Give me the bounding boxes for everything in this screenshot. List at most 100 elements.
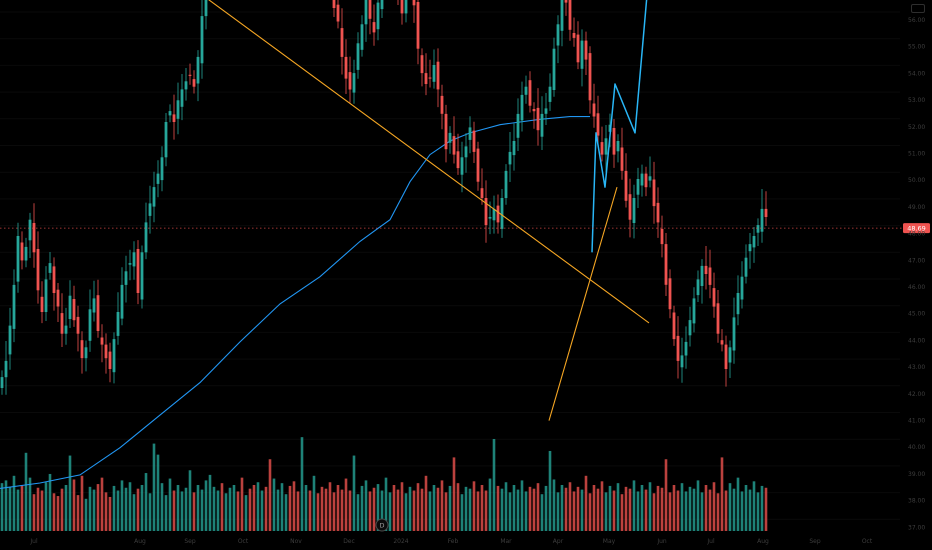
volume-bar	[608, 485, 612, 531]
volume-bar	[32, 494, 36, 531]
volume-bar	[224, 493, 228, 531]
event-marker[interactable]: D	[375, 518, 389, 532]
volume-bar	[656, 485, 660, 531]
settings-icon[interactable]	[911, 4, 925, 13]
price-axis-label: 45.00	[908, 311, 925, 318]
candle	[368, 0, 372, 35]
volume-bar	[684, 491, 688, 531]
candle	[544, 93, 548, 125]
candle	[580, 29, 584, 87]
candle	[600, 126, 604, 162]
candle-body	[508, 151, 512, 165]
candle-body	[96, 295, 100, 331]
candle-body	[12, 284, 16, 329]
volume-bar	[284, 494, 288, 531]
candle	[344, 39, 348, 94]
candle	[624, 153, 628, 208]
candle-body	[372, 22, 376, 33]
candle	[20, 231, 24, 270]
candle-body	[48, 263, 52, 273]
candle	[612, 119, 616, 168]
candle-body	[92, 298, 96, 313]
volume-bar	[548, 450, 552, 531]
volume-bar	[144, 473, 148, 531]
price-axis[interactable]: 56.00 55.00 54.00 53.00 52.00 51.00 50.00 49.00…	[908, 17, 925, 531]
volume-bar	[588, 493, 592, 531]
candle-body	[700, 265, 704, 286]
candle-body	[4, 360, 8, 378]
volume-bar	[740, 491, 744, 531]
chart-grid	[0, 11, 900, 520]
volume-bar	[736, 477, 740, 531]
volume-bar	[716, 493, 720, 531]
volume-bar	[308, 490, 312, 531]
candle-body	[184, 81, 188, 90]
volume-bar	[572, 491, 576, 531]
volume-bar	[672, 485, 676, 531]
candle	[640, 164, 644, 197]
candle-body	[176, 100, 180, 119]
candle-body	[480, 188, 484, 198]
candle-body	[616, 141, 620, 152]
volume-bar	[644, 489, 648, 531]
candle-body	[592, 103, 596, 117]
candle	[664, 233, 668, 296]
candle	[428, 59, 432, 88]
volume-bar	[240, 477, 244, 531]
volume-bar	[92, 489, 96, 531]
candle-body	[760, 208, 764, 232]
candle	[4, 341, 8, 395]
candle	[468, 116, 472, 154]
candle	[552, 37, 556, 97]
volume-bar	[660, 487, 664, 531]
candle-body	[476, 148, 480, 182]
candle	[188, 63, 192, 85]
candle	[40, 281, 44, 324]
candle-body	[708, 267, 712, 285]
price-axis-label: 44.00	[908, 337, 925, 344]
candle-body	[404, 0, 408, 14]
candle-body	[464, 146, 468, 158]
candle-body	[68, 295, 72, 319]
candle	[24, 237, 28, 268]
volume-bar	[288, 485, 292, 531]
volume-bar	[472, 481, 476, 531]
volume-bar	[320, 486, 324, 531]
volume-bar	[420, 488, 424, 531]
candle-body	[340, 28, 344, 57]
volume-bar	[120, 480, 124, 531]
candle-body	[128, 263, 132, 265]
candle-body	[524, 86, 528, 95]
candle	[492, 195, 496, 234]
candle	[504, 164, 508, 205]
volume-bars	[0, 437, 768, 531]
candle-body	[512, 141, 516, 156]
volume-bar	[172, 490, 176, 531]
candle-body	[60, 313, 64, 334]
candle-body	[44, 279, 48, 312]
candle-body	[452, 136, 456, 155]
time-axis[interactable]: Jul Aug Sep Oct Nov Dec 2024 Feb Mar Apr May Jun Jul…	[29, 538, 872, 545]
candle	[488, 201, 492, 235]
time-axis-label: Jul	[29, 538, 38, 545]
volume-bar	[48, 473, 52, 531]
time-axis-label: May	[603, 538, 616, 545]
candle	[460, 141, 464, 193]
candle	[28, 212, 32, 258]
candle	[572, 17, 576, 47]
volume-bar	[0, 483, 4, 531]
candle	[116, 292, 120, 345]
candle	[708, 249, 712, 299]
time-axis-label: Oct	[238, 538, 249, 545]
volume-bar	[532, 488, 536, 531]
time-axis-label: Aug	[134, 538, 146, 545]
volume-bar	[276, 489, 280, 531]
candle-body	[580, 40, 584, 69]
volume-bar	[556, 492, 560, 531]
candle-body	[444, 113, 448, 150]
candle	[100, 324, 104, 363]
candle-body	[120, 284, 124, 319]
candle-body	[732, 317, 736, 351]
candle-body	[132, 252, 136, 267]
